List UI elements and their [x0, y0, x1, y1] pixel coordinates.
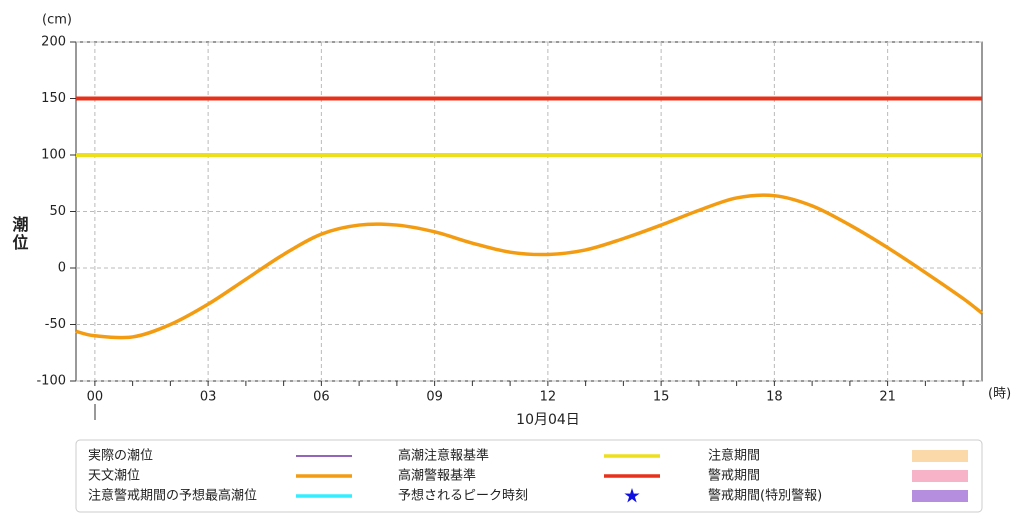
legend-label: 予想されるピーク時刻: [398, 488, 528, 504]
legend-symbol: [912, 470, 968, 482]
legend-label: 天文潮位: [88, 469, 140, 484]
tide-line: [75, 193, 984, 340]
legend-label: 注意期間: [708, 448, 760, 464]
y-tick-label: 150: [41, 91, 66, 106]
y-tick-label: 200: [41, 35, 66, 50]
y-tick-label: -50: [45, 317, 66, 332]
legend-box: [75, 439, 983, 513]
x-tick-label: 21: [879, 390, 896, 405]
y-axis-label: 潮位: [10, 215, 29, 252]
x-tick-label: 09: [426, 390, 443, 405]
legend-label: 高潮警報基準: [398, 468, 476, 484]
legend-label: 実際の潮位: [88, 448, 153, 464]
y-tick-label: 100: [41, 148, 66, 163]
y-tick-label: 0: [58, 261, 66, 276]
x-unit: (時): [988, 387, 1011, 402]
legend-label: 高潮注意報基準: [398, 448, 489, 464]
x-tick-label: 15: [653, 390, 670, 405]
legend-symbol: [624, 488, 640, 503]
x-tick-label: 03: [200, 390, 217, 405]
y-unit: (cm): [42, 13, 72, 28]
x-tick-label: 12: [540, 390, 557, 405]
legend-label: 警戒期間: [708, 468, 760, 484]
x-tick-label: 18: [766, 390, 783, 405]
y-tick-label: -100: [36, 374, 66, 389]
legend-symbol: [912, 450, 968, 462]
x-tick-label: 06: [313, 390, 330, 405]
legend-label: 警戒期間(特別警報): [708, 488, 822, 504]
x-axis-label: 10月04日: [516, 412, 580, 428]
legend-symbol: [912, 490, 968, 502]
x-tick-label: 00: [87, 390, 104, 405]
legend-label: 注意警戒期間の予想最高潮位: [88, 488, 257, 504]
y-tick-label: 50: [49, 204, 66, 219]
